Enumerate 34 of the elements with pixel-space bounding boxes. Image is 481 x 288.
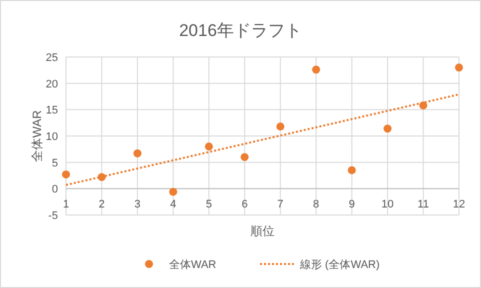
x-tick-label: 12 <box>452 198 466 211</box>
x-tick-label: 6 <box>242 198 248 211</box>
y-tick-label: 25 <box>46 52 58 64</box>
point <box>62 170 70 178</box>
point <box>169 188 178 196</box>
legend-label: 線形 (全体WAR) <box>299 259 380 271</box>
x-axis-title: 順位 <box>250 224 274 238</box>
x-tick-label: 9 <box>348 198 355 211</box>
point <box>348 166 356 174</box>
point <box>384 124 392 133</box>
y-tick-label: 20 <box>46 78 58 90</box>
y-tick-label: -5 <box>48 210 58 222</box>
y-tick-label: 10 <box>46 131 58 143</box>
x-tick-label: 8 <box>313 198 320 211</box>
y-tick-label: 15 <box>46 104 58 117</box>
legend-label: 全体WAR <box>169 259 216 271</box>
point <box>455 64 463 72</box>
x-tick-label: 5 <box>206 198 212 211</box>
point <box>312 66 320 74</box>
y-axis-title: 全体WAR <box>30 110 44 162</box>
y-tick-label: 0 <box>52 184 58 196</box>
point <box>240 153 249 162</box>
chart-title: 2016年ドラフト <box>179 21 302 40</box>
x-tick-label: 10 <box>381 198 394 211</box>
x-tick-label: 11 <box>418 198 429 211</box>
y-tick-label: 5 <box>52 157 58 170</box>
x-tick-label: 4 <box>170 198 176 211</box>
point <box>133 149 142 158</box>
x-tick-label: 1 <box>62 198 70 211</box>
x-tick-label: 3 <box>134 198 141 211</box>
x-tick-label: 2 <box>98 198 105 211</box>
x-tick-label: 7 <box>277 198 284 211</box>
point <box>276 122 284 131</box>
point <box>204 142 213 151</box>
